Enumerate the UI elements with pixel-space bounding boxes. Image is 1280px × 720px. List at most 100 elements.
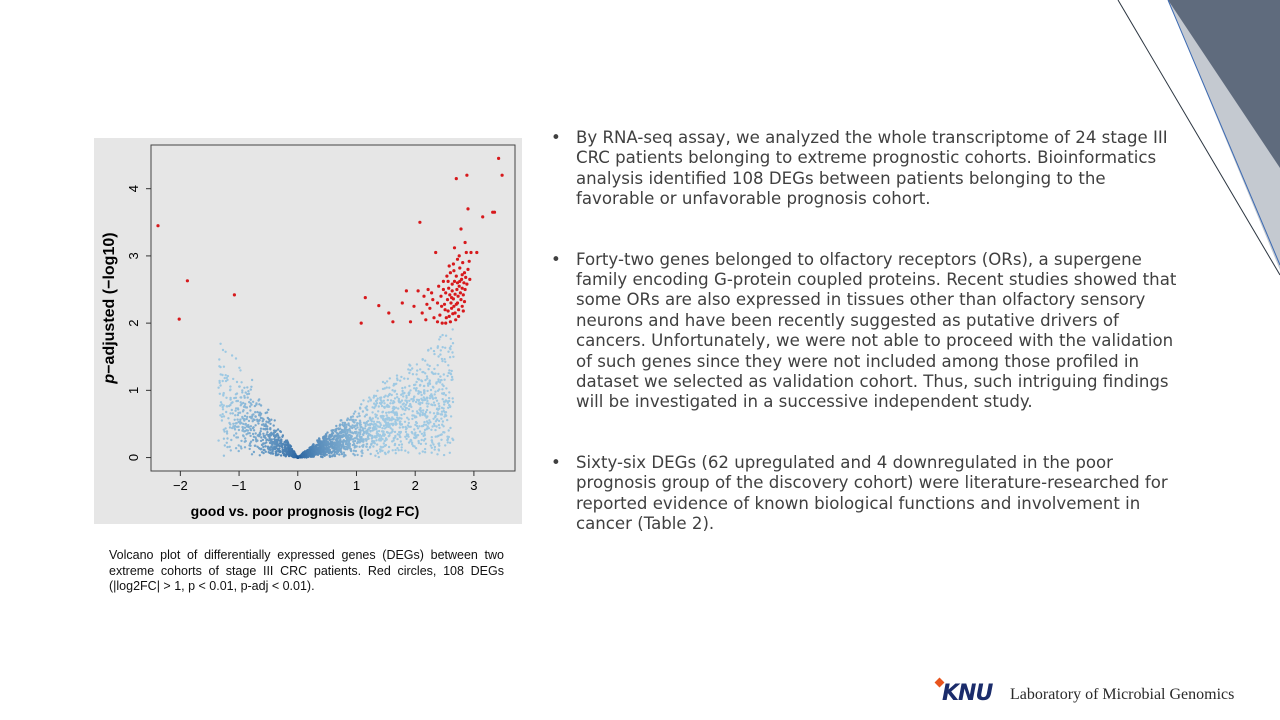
gene-point [331,432,335,435]
gene-point [335,441,339,444]
deg-point [420,311,424,315]
deg-point [426,287,430,292]
gene-point [374,415,377,419]
gene-point [388,377,391,380]
gene-point [398,443,401,447]
deg-point [445,298,450,302]
gene-point [396,419,399,422]
bullet-item: By RNA-seq assay, we analyzed the whole … [548,128,1188,210]
gene-point [372,427,376,430]
gene-point [435,381,438,384]
gene-point [375,427,378,430]
gene-point [396,378,399,382]
gene-point [278,436,281,439]
gene-point [431,394,434,398]
deg-point [448,320,452,324]
gene-point [403,420,407,423]
gene-point [424,359,427,362]
gene-point [433,352,436,356]
deg-point [363,296,367,300]
gene-point [417,439,420,443]
gene-point [371,423,375,426]
gene-point [396,447,399,450]
gene-point [439,353,442,356]
gene-point [221,373,224,377]
gene-point [426,405,429,408]
gene-point [228,445,231,448]
deg-point [497,156,501,160]
gene-point [234,393,238,396]
gene-point [373,435,376,439]
gene-point [218,365,221,368]
deg-point [447,314,451,318]
deg-point [439,294,443,298]
gene-point [399,405,403,408]
gene-point [237,444,240,447]
gene-point [279,442,282,445]
gene-point [393,430,397,434]
gene-point [304,455,307,458]
gene-point [239,445,242,448]
deg-point [469,250,473,255]
gene-point [383,439,386,443]
gene-point [375,402,379,405]
gene-point [433,404,437,407]
gene-point [373,442,376,445]
gene-point [416,427,420,430]
gene-point [307,448,311,451]
gene-point [264,445,267,448]
gene-point [335,424,338,428]
gene-point [400,399,404,402]
gene-point [263,448,266,452]
gene-point [413,428,416,431]
gene-point [413,387,416,390]
gene-point [279,430,283,434]
gene-point [362,399,365,402]
gene-point [368,423,372,426]
gene-point [246,432,250,435]
gene-point [420,380,424,383]
gene-point [385,380,389,383]
gene-point [259,427,263,430]
gene-point [222,437,226,440]
gene-point [425,428,428,431]
deg-point [412,304,416,308]
gene-point [269,422,272,425]
gene-point [442,392,446,395]
gene-point [347,422,350,425]
gene-point [446,374,449,378]
gene-point [312,451,315,454]
gene-point [353,437,356,440]
deg-point [457,314,461,318]
gene-point [367,434,370,438]
deg-point [465,282,469,286]
gene-point [404,403,408,406]
gene-point [230,401,233,405]
gene-point [427,368,430,371]
gene-point [410,405,413,409]
deg-point [435,320,440,324]
gene-point [400,417,403,420]
gene-point [399,430,403,434]
gene-point [317,452,320,456]
gene-point [243,446,247,449]
gene-point [225,410,228,414]
deg-point [447,264,451,268]
gene-point [393,397,397,400]
deg-point [451,262,455,266]
gene-point [296,456,299,459]
gene-point [229,398,232,401]
gene-point [392,382,396,386]
gene-point [248,447,251,451]
x-axis-label: good vs. poor prognosis (log2 FC) [191,503,420,519]
gene-point [231,412,234,415]
gene-point [383,387,386,390]
gene-point [446,438,449,442]
gene-point [352,440,355,443]
gene-point [286,446,289,449]
deg-point [457,284,461,288]
gene-point [405,437,408,441]
gene-point [234,357,238,360]
gene-point [222,428,225,431]
gene-point [414,389,418,392]
